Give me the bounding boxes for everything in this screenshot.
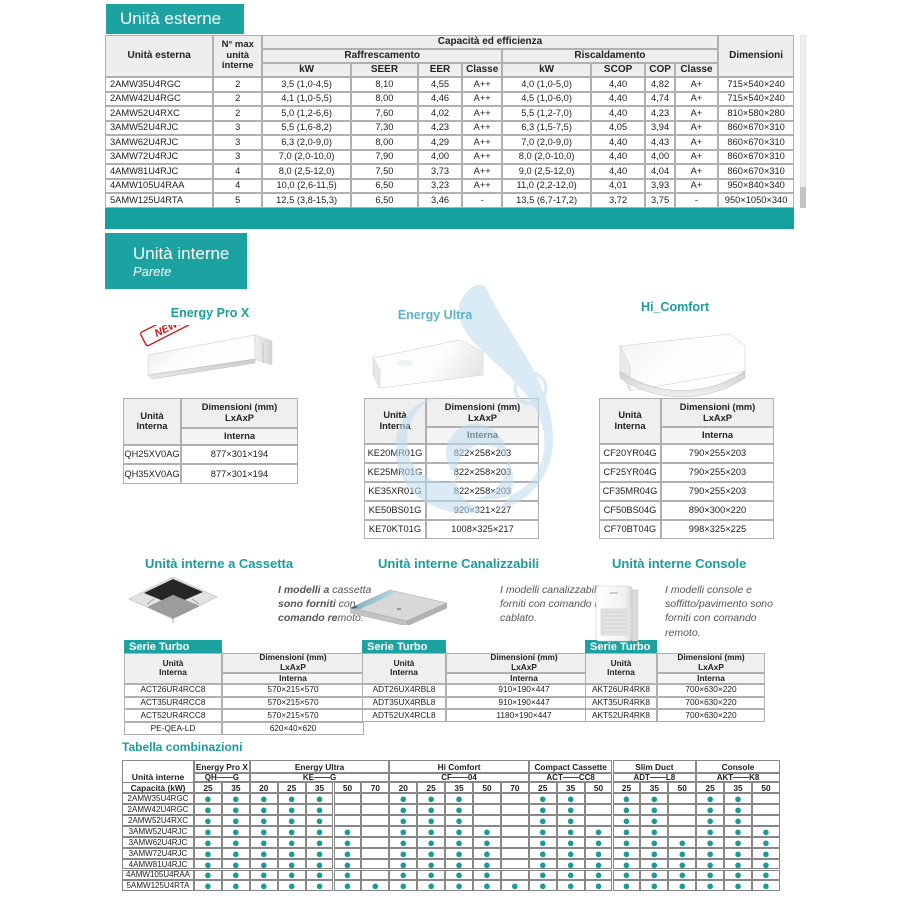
svg-text:R: R bbox=[524, 380, 536, 399]
svg-text:NEW!: NEW! bbox=[153, 325, 184, 340]
